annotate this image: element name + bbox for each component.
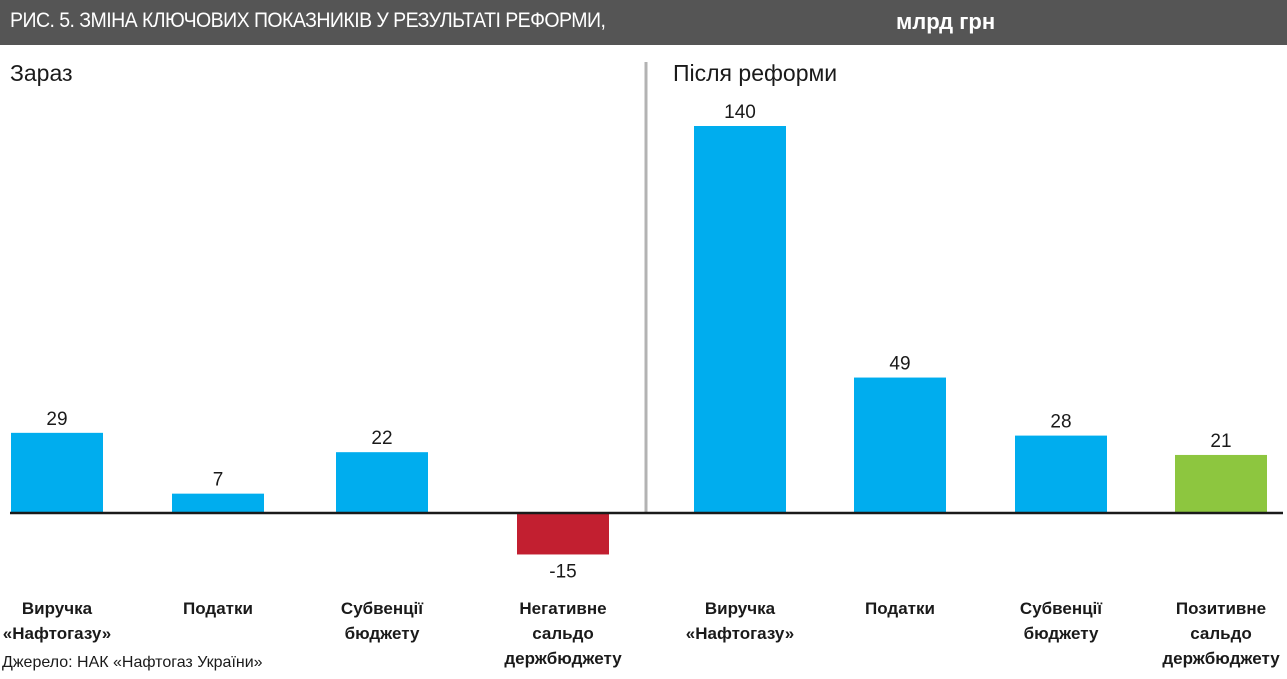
category-label-now-0-line-0: Виручка: [22, 599, 93, 618]
bar-now-0: [11, 432, 103, 513]
category-label-now-3-line-2: держбюджету: [504, 649, 622, 668]
value-label-now-0: 29: [46, 409, 67, 430]
category-label-now-3-line-0: Негативне: [519, 599, 606, 618]
category-label-now-0-line-1: «Нафтогазу»: [3, 624, 111, 643]
chart-title: РИС. 5. ЗМІНА КЛЮЧОВИХ ПОКАЗНИКІВ У РЕЗУ…: [10, 9, 606, 32]
category-label-now-3-line-1: сальдо: [532, 624, 594, 643]
bar-now-3: [517, 513, 609, 555]
category-label-after-3-line-0: Позитивне: [1176, 599, 1266, 618]
chart-unit: млрд грн: [896, 9, 996, 34]
panel-label-after: Після реформи: [673, 60, 838, 86]
bar-after-3: [1175, 454, 1267, 513]
bar-now-2: [336, 452, 428, 513]
bar-after-1: [854, 377, 946, 513]
value-label-after-3: 21: [1210, 431, 1231, 452]
category-label-after-2-line-1: бюджету: [1024, 624, 1099, 643]
source-note: Джерело: НАК «Нафтогаз України»: [2, 654, 263, 671]
panel-label-now: Зараз: [10, 60, 73, 86]
category-label-after-3-line-1: сальдо: [1190, 624, 1252, 643]
bar-after-0: [694, 126, 786, 513]
value-label-now-2: 22: [371, 428, 392, 449]
value-label-now-1: 7: [213, 470, 224, 491]
value-label-after-2: 28: [1050, 412, 1071, 433]
category-label-after-2-line-0: Субвенції: [1020, 599, 1103, 618]
category-label-now-1-line-0: Податки: [183, 599, 253, 618]
bar-now-1: [172, 493, 264, 513]
category-label-after-1-line-0: Податки: [865, 599, 935, 618]
category-label-now-2-line-0: Субвенції: [341, 599, 424, 618]
category-label-after-0-line-0: Виручка: [705, 599, 776, 618]
category-label-now-2-line-1: бюджету: [345, 624, 420, 643]
title-bar: РИС. 5. ЗМІНА КЛЮЧОВИХ ПОКАЗНИКІВ У РЕЗУ…: [0, 0, 1287, 45]
value-label-now-3: -15: [549, 561, 576, 582]
value-label-after-1: 49: [889, 354, 910, 375]
value-label-after-0: 140: [724, 102, 756, 123]
bar-after-2: [1015, 435, 1107, 513]
category-label-after-3-line-2: держбюджету: [1162, 649, 1280, 668]
category-label-after-0-line-1: «Нафтогазу»: [686, 624, 794, 643]
